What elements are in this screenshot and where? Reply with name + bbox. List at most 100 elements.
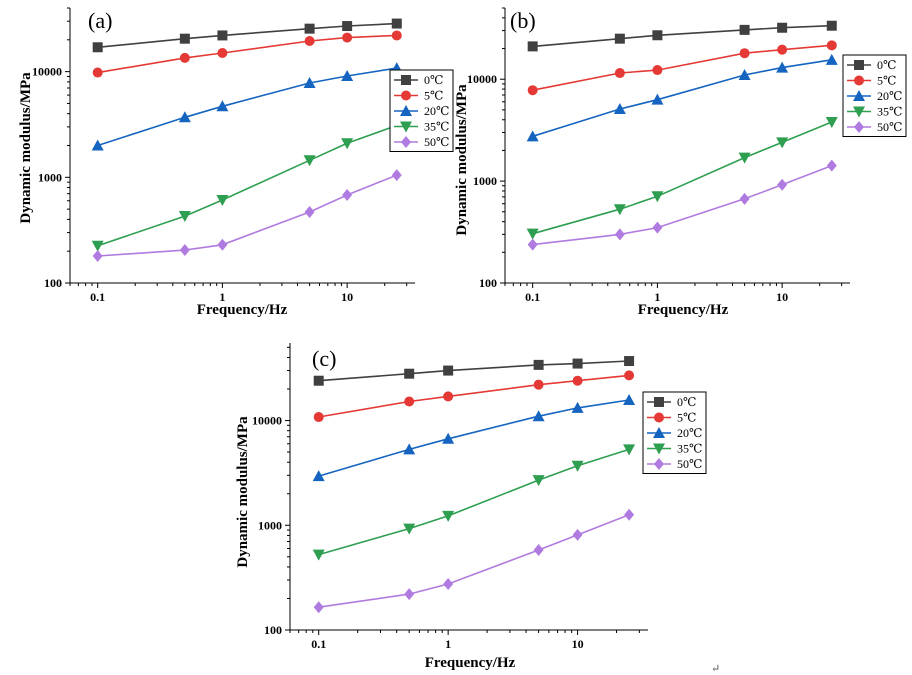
legend: 0℃ 5℃20℃ 35℃50℃ [842, 54, 907, 137]
data-point [739, 24, 750, 35]
legend-entry-label: 5℃ [877, 74, 896, 88]
data-point [533, 359, 544, 370]
chart-panel-2: 100 1000 10000 0.1 1 10 Frequency/Hz Dynamic mo… [454, 7, 907, 318]
x-tick-label: 10 [776, 290, 788, 304]
data-point [312, 470, 325, 482]
data-point [739, 48, 750, 59]
data-point [526, 228, 539, 240]
legend-marker [401, 136, 411, 148]
series-line-5 [318, 514, 630, 608]
legend-entry-label: 5℃ [424, 89, 443, 103]
data-point [391, 18, 402, 29]
data-point [826, 159, 837, 172]
x-tick-label: 1 [445, 637, 451, 651]
legend-marker [654, 412, 664, 423]
data-point [527, 238, 538, 251]
data-point [614, 68, 625, 79]
y-tick-label: 1000 [38, 170, 62, 184]
data-point [216, 195, 229, 207]
series-line-1 [97, 22, 397, 49]
legend-entry-label: 0℃ [677, 395, 696, 409]
data-point [341, 69, 354, 81]
series-line-3 [97, 67, 397, 147]
y-tick-label: 1000 [258, 518, 282, 532]
data-point [571, 401, 584, 413]
legend-marker [854, 75, 864, 86]
data-point [178, 111, 191, 123]
data-point [304, 35, 315, 46]
legend-marker [854, 60, 864, 70]
data-point [533, 544, 544, 557]
series-line-1 [532, 24, 832, 48]
data-point [92, 250, 103, 263]
data-point [443, 577, 454, 590]
legend-marker [400, 121, 412, 133]
legend-entry-label: 35℃ [424, 120, 449, 134]
y-tick-label: 1000 [473, 174, 497, 188]
chart-panel-3: 100 1000 10000 0.1 1 10 Frequency/Hz Dynamic mo… [235, 343, 707, 671]
legend-entry-label: 50℃ [677, 457, 702, 471]
series-line-4 [318, 448, 630, 556]
data-point [825, 53, 838, 65]
data-point [442, 432, 455, 444]
data-point [652, 65, 663, 76]
data-point [613, 204, 626, 216]
series-line-4 [97, 124, 398, 247]
panel-label: (a) [88, 8, 112, 33]
y-tick-label: 10000 [467, 72, 497, 86]
data-point [91, 240, 104, 252]
data-point [92, 67, 103, 78]
data-point [304, 205, 315, 218]
legend-entry-label: 50℃ [424, 135, 449, 149]
y-tick-label: 100 [264, 623, 282, 637]
data-point [342, 189, 353, 202]
data-point [391, 30, 402, 41]
data-point [313, 412, 324, 423]
data-point [179, 52, 190, 63]
data-point [825, 117, 838, 129]
data-point [777, 22, 788, 33]
data-point [216, 100, 229, 112]
series-line-4 [532, 121, 833, 235]
legend-entry-label: 20℃ [424, 104, 449, 118]
data-point [776, 61, 789, 73]
legend-marker [653, 427, 665, 438]
y-axis-title: Dynamic modulus/MPa [454, 84, 470, 236]
data-point [777, 178, 788, 191]
data-point [623, 444, 636, 456]
data-point [341, 138, 354, 150]
data-point [303, 77, 316, 89]
legend-entry-label: 35℃ [677, 442, 702, 456]
y-axis-title: Dynamic modulus/MPa [18, 72, 34, 224]
data-point [217, 238, 228, 251]
data-point [217, 48, 228, 59]
y-axis-title: Dynamic modulus/MPa [235, 416, 251, 568]
data-point [403, 523, 416, 535]
x-tick-label: 0.1 [525, 290, 540, 304]
legend-entry-label: 0℃ [877, 58, 896, 72]
data-point [217, 30, 228, 41]
legend-marker [853, 106, 865, 118]
legend-entry-label: 5℃ [677, 411, 696, 425]
series-line-5 [97, 174, 398, 257]
data-point [738, 69, 751, 81]
data-point [404, 588, 415, 601]
data-point [404, 396, 415, 407]
data-point [532, 475, 545, 487]
x-axis-title: Frequency/Hz [425, 655, 516, 671]
data-point [614, 33, 625, 44]
data-point [613, 103, 626, 115]
data-point [826, 20, 837, 31]
data-point [652, 30, 663, 41]
x-tick-label: 0.1 [311, 637, 326, 651]
legend-marker [400, 105, 412, 116]
legend: 0℃ 5℃20℃ 35℃50℃ [389, 69, 454, 152]
data-point [527, 85, 538, 96]
legend-entry-label: 20℃ [677, 426, 702, 440]
data-point [738, 152, 751, 164]
legend-marker [401, 90, 411, 101]
legend: 0℃ 5℃20℃ 35℃50℃ [642, 391, 707, 474]
legend-marker [654, 458, 664, 470]
legend-marker [401, 75, 411, 85]
